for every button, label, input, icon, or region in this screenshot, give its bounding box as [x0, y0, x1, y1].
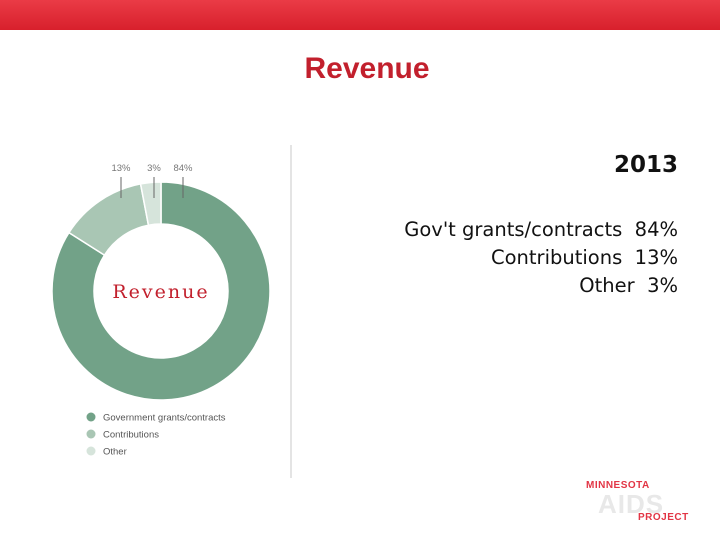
revenue-donut-chart: Revenue 13% 3% 84% Government grants/contr…	[51, 163, 271, 458]
breakdown-label: Other	[579, 274, 635, 297]
donut-slice-other	[139, 181, 162, 227]
breakdown-row-contributions: Contributions 13%	[404, 244, 678, 272]
data-label-other: 3%	[147, 163, 161, 174]
breakdown-label: Gov't grants/contracts	[404, 218, 623, 241]
data-label-contributions: 13%	[111, 163, 131, 174]
legend-swatch-government	[86, 412, 96, 422]
breakdown-value: 84%	[634, 218, 678, 241]
data-label-government: 84%	[173, 163, 193, 174]
donut-slice-government	[51, 181, 271, 401]
logo-bottom-text: PROJECT	[638, 512, 689, 523]
breakdown-row-other: Other 3%	[404, 272, 678, 300]
revenue-breakdown: Gov't grants/contracts 84% Contributions…	[404, 216, 678, 300]
breakdown-label: Contributions	[491, 246, 623, 269]
slide-title: Revenue	[304, 52, 430, 85]
vertical-divider	[290, 145, 292, 478]
logo-main-text: AIDS	[598, 489, 665, 519]
legend-label-government: Government grants/contracts	[103, 413, 226, 424]
year-heading: 2013	[613, 152, 678, 178]
breakdown-value: 3%	[647, 274, 678, 297]
legend-label-contributions: Contributions	[103, 430, 159, 441]
header-bar	[0, 0, 720, 30]
breakdown-value: 13%	[634, 246, 678, 269]
legend-swatch-other	[86, 446, 96, 456]
legend-swatch-contributions	[86, 429, 96, 439]
chart-center-title: Revenue	[112, 281, 209, 303]
breakdown-row-grants: Gov't grants/contracts 84%	[404, 216, 678, 244]
logo-top-text: MINNESOTA	[586, 480, 650, 491]
legend-label-other: Other	[103, 447, 127, 458]
minnesota-aids-project-logo: MINNESOTA AIDS PROJECT	[580, 480, 704, 526]
